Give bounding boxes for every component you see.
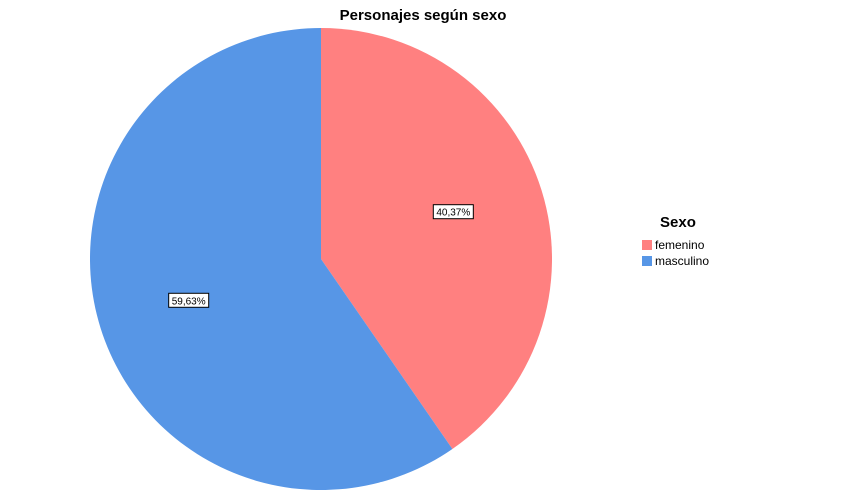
data-label-masculino: 59,63% [168,292,210,308]
pie-slice-masculino [89,28,453,490]
legend-swatch-femenino [642,240,652,250]
legend-item-masculino: masculino [642,253,709,269]
chart-title: Personajes según sexo [339,7,507,24]
legend: Sexo femenino masculino [642,214,709,269]
data-label-femenino: 40,37% [432,204,474,220]
legend-label-femenino: femenino [655,238,705,252]
legend-title: Sexo [660,214,696,231]
svg-text:40,37%: 40,37% [436,208,470,219]
legend-label-masculino: masculino [655,254,710,268]
pie-slice-femenino [321,28,553,449]
legend-swatch-masculino [642,256,652,266]
legend-item-femenino: femenino [642,237,709,253]
svg-text:59,63%: 59,63% [172,296,206,307]
